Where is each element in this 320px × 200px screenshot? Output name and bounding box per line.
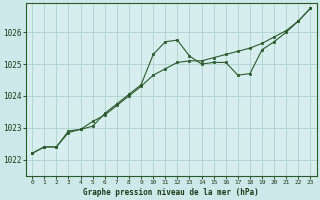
X-axis label: Graphe pression niveau de la mer (hPa): Graphe pression niveau de la mer (hPa) — [84, 188, 259, 197]
